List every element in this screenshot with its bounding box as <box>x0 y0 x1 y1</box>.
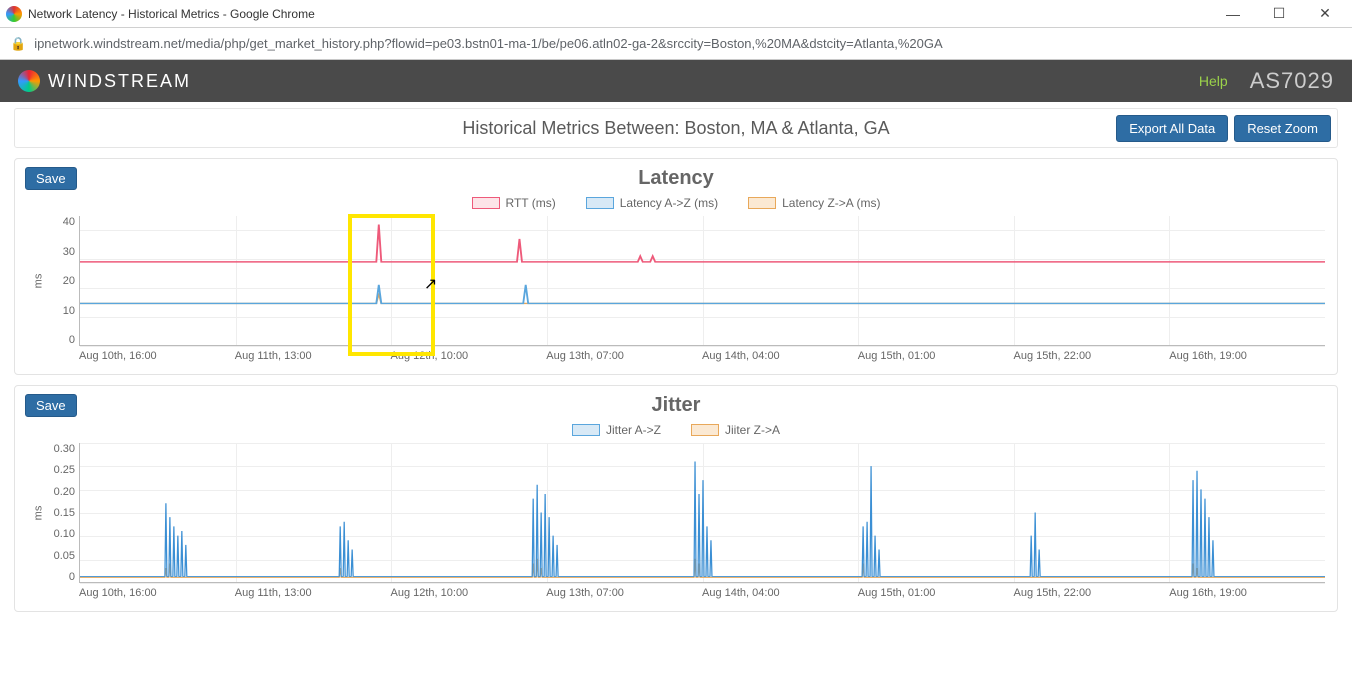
page-body: Historical Metrics Between: Boston, MA &… <box>0 102 1352 700</box>
xtick-label: Aug 14th, 04:00 <box>702 350 858 362</box>
legend-label: Jitter A->Z <box>606 423 661 437</box>
xtick-label: Aug 15th, 22:00 <box>1014 350 1170 362</box>
favicon-icon <box>6 6 22 22</box>
xtick-label: Aug 11th, 13:00 <box>235 587 391 599</box>
legend-label: Jiiter Z->A <box>725 423 780 437</box>
legend-swatch <box>586 197 614 209</box>
minimize-button[interactable]: — <box>1210 0 1256 28</box>
legend-swatch <box>472 197 500 209</box>
legend-swatch <box>748 197 776 209</box>
app-header: WINDSTREAM Help AS7029 <box>0 60 1352 102</box>
highlight-box <box>348 214 435 356</box>
xtick-label: Aug 13th, 07:00 <box>546 587 702 599</box>
latency-yticks: 403020100 <box>49 216 79 346</box>
legend-label: Latency Z->A (ms) <box>782 196 880 210</box>
save-latency-button[interactable]: Save <box>25 167 77 190</box>
xtick-label: Aug 15th, 01:00 <box>858 350 1014 362</box>
browser-titlebar: Network Latency - Historical Metrics - G… <box>0 0 1352 28</box>
xtick-label: Aug 15th, 22:00 <box>1014 587 1170 599</box>
legend-item[interactable]: Jiiter Z->A <box>691 423 780 437</box>
latency-ylabel: ms <box>27 216 49 346</box>
brand-logo[interactable]: WINDSTREAM <box>18 70 191 92</box>
export-all-button[interactable]: Export All Data <box>1116 115 1228 142</box>
latency-plot[interactable]: ↖ <box>79 216 1325 346</box>
help-link[interactable]: Help <box>1199 73 1228 89</box>
xtick-label: Aug 16th, 19:00 <box>1169 350 1325 362</box>
legend-item[interactable]: Latency Z->A (ms) <box>748 196 880 210</box>
latency-legend: RTT (ms) Latency A->Z (ms) Latency Z->A (m… <box>27 196 1325 210</box>
jitter-legend: Jitter A->Z Jiiter Z->A <box>27 423 1325 437</box>
brand-name: WINDSTREAM <box>48 71 191 92</box>
latency-panel: Save Latency RTT (ms) Latency A->Z (ms) La… <box>14 158 1338 375</box>
page-header: Historical Metrics Between: Boston, MA &… <box>14 108 1338 148</box>
jitter-yticks: 0.300.250.200.150.100.050 <box>49 443 79 583</box>
jitter-panel: Save Jitter Jitter A->Z Jiiter Z->A ms 0.… <box>14 385 1338 612</box>
legend-item[interactable]: Latency A->Z (ms) <box>586 196 718 210</box>
xtick-label: Aug 10th, 16:00 <box>79 350 235 362</box>
xtick-label: Aug 16th, 19:00 <box>1169 587 1325 599</box>
jitter-xaxis: Aug 10th, 16:00Aug 11th, 13:00Aug 12th, … <box>79 587 1325 599</box>
xtick-label: Aug 15th, 01:00 <box>858 587 1014 599</box>
window-title: Network Latency - Historical Metrics - G… <box>28 7 315 21</box>
address-bar[interactable]: 🔒 ipnetwork.windstream.net/media/php/get… <box>0 28 1352 60</box>
xtick-label: Aug 10th, 16:00 <box>79 587 235 599</box>
jitter-title: Jitter <box>27 394 1325 417</box>
latency-title: Latency <box>27 167 1325 190</box>
xtick-label: Aug 12th, 10:00 <box>391 587 547 599</box>
url-text: ipnetwork.windstream.net/media/php/get_m… <box>34 36 942 51</box>
maximize-button[interactable]: ☐ <box>1256 0 1302 28</box>
legend-swatch <box>691 424 719 436</box>
lock-icon: 🔒 <box>10 36 26 52</box>
legend-label: RTT (ms) <box>506 196 556 210</box>
latency-xaxis: Aug 10th, 16:00Aug 11th, 13:00Aug 12th, … <box>79 350 1325 362</box>
jitter-ylabel: ms <box>27 443 49 583</box>
legend-swatch <box>572 424 600 436</box>
xtick-label: Aug 13th, 07:00 <box>546 350 702 362</box>
legend-item[interactable]: RTT (ms) <box>472 196 556 210</box>
page-title: Historical Metrics Between: Boston, MA &… <box>462 118 889 139</box>
legend-label: Latency A->Z (ms) <box>620 196 718 210</box>
reset-zoom-button[interactable]: Reset Zoom <box>1234 115 1331 142</box>
close-button[interactable]: ✕ <box>1302 0 1348 28</box>
legend-item[interactable]: Jitter A->Z <box>572 423 661 437</box>
save-jitter-button[interactable]: Save <box>25 394 77 417</box>
asn-label: AS7029 <box>1250 68 1334 94</box>
jitter-plot[interactable] <box>79 443 1325 583</box>
xtick-label: Aug 14th, 04:00 <box>702 587 858 599</box>
logo-swirl-icon <box>18 70 40 92</box>
